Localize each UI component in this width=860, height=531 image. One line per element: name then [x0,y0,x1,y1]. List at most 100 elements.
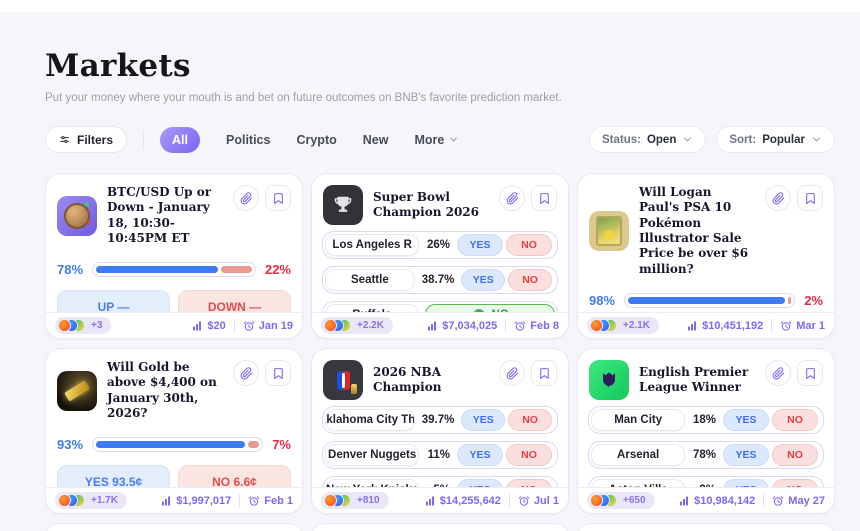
bookmark-button[interactable] [265,360,291,386]
no-button[interactable]: NO [506,234,552,256]
tab-all[interactable]: All [160,126,200,153]
traders-chip: +2.2K [321,317,393,334]
page-title: Markets [45,48,191,84]
trader-avatar [58,319,71,332]
market-card-pokemon[interactable]: Will Logan Paul's PSA 10 Pokémon Illustr… [577,173,835,339]
premier-league-lion-icon [589,360,629,400]
volume-stat: $10,451,192 [686,320,763,332]
filters-button[interactable]: Filters [45,126,128,153]
page-subtitle: Put your money where your mouth is and b… [45,92,562,104]
volume-stat: $20 [191,320,226,332]
traders-chip: +1.7K [55,492,127,509]
top-strip [0,0,860,12]
bookmark-icon [272,367,285,380]
yes-percent: 98% [589,293,616,309]
trader-avatar [324,319,337,332]
traders-chip: +810 [321,492,389,509]
outcome-row: Seattle 38.7% YES NO [322,266,558,294]
yes-button[interactable]: YES [461,269,506,291]
market-card-gold[interactable]: Will Gold be above $4,400 on January 30t… [45,348,303,514]
no-button[interactable]: NO [506,444,552,466]
market-card-super-bowl[interactable]: Super Bowl Champion 2026 Los Angeles R 2… [311,173,569,339]
traders-count: +3 [91,320,103,331]
bookmark-button[interactable] [265,185,291,211]
copy-link-button[interactable] [499,185,525,211]
volume-chart-icon [686,320,698,332]
no-button[interactable]: NO [772,444,818,466]
end-date: Mar 1 [780,320,825,332]
volume-stat: $10,984,142 [678,495,755,507]
market-title: Will Logan Paul's PSA 10 Pokémon Illustr… [639,185,749,276]
traders-chip: +2.1K [587,317,659,334]
chevron-down-icon [682,134,693,145]
bookmark-icon [538,192,551,205]
outcome-name: Denver Nuggets [325,444,420,466]
yes-button[interactable]: YES [457,444,503,466]
yes-button[interactable]: YES [457,234,503,256]
card-footer: +1.7K $1,997,017 Feb 1 [46,487,302,513]
link-icon [772,367,785,380]
volume-stat: $7,034,025 [426,320,497,332]
market-card-partial [45,523,303,531]
market-card-epl[interactable]: English Premier League Winner Man City 1… [577,348,835,514]
no-percent: 2% [804,293,823,309]
yes-button[interactable]: YES [723,409,769,431]
volume-chart-icon [424,495,436,507]
bookmark-button[interactable] [797,360,823,386]
alarm-clock-icon [518,495,530,507]
outcome-name: Arsenal [591,444,686,466]
tab-new[interactable]: New [362,132,389,147]
volume-stat: $14,255,642 [424,495,501,507]
bookmark-icon [804,367,817,380]
bookmark-button[interactable] [797,185,823,211]
card-footer: +2.1K $10,451,192 Mar 1 [578,312,834,338]
copy-link-button[interactable] [233,360,259,386]
yes-button[interactable]: YES [461,409,506,431]
trader-avatar [590,494,603,507]
alarm-clock-icon [772,495,784,507]
outcome-name: Oklahoma City Thu [325,409,415,431]
sort-select[interactable]: Sort: Popular [716,126,835,153]
traders-chip: +650 [587,492,655,509]
no-button[interactable]: NO [772,409,818,431]
yes-button[interactable]: YES [723,444,769,466]
copy-link-button[interactable] [765,360,791,386]
end-date: Jan 19 [243,320,293,332]
volume-chart-icon [678,495,690,507]
status-select[interactable]: Status: Open [588,126,707,153]
traders-count: +650 [623,495,646,506]
outcome-name: Seattle [325,269,415,291]
category-tabs: All Politics Crypto New More [160,126,459,153]
next-row-partial [45,523,835,531]
traders-count: +2.2K [357,320,384,331]
alarm-clock-icon [243,320,255,332]
copy-link-button[interactable] [499,360,525,386]
pokemon-card-icon [589,211,629,252]
trader-avatar [324,494,337,507]
market-card-btc[interactable]: ▲ ▼ BTC/USD Up or Down - January 18, 10:3… [45,173,303,339]
outcome-percent: 26% [426,239,450,251]
no-button[interactable]: NO [508,409,552,431]
outcome-row: Man City 18% YES NO [588,406,824,434]
market-title: BTC/USD Up or Down - January 18, 10:30-1… [107,185,212,246]
filters-label: Filters [77,132,114,147]
copy-link-button[interactable] [233,185,259,211]
alarm-clock-icon [780,320,792,332]
traders-count: +2.1K [623,320,650,331]
bookmark-button[interactable] [531,185,557,211]
tab-politics[interactable]: Politics [226,132,271,147]
chevron-down-icon [811,134,822,145]
copy-link-button[interactable] [765,185,791,211]
markets-grid: ▲ ▼ BTC/USD Up or Down - January 18, 10:3… [45,173,835,514]
end-date: Feb 8 [514,320,559,332]
end-date: Feb 1 [248,495,293,507]
tab-crypto[interactable]: Crypto [296,132,337,147]
tab-more[interactable]: More [414,133,459,147]
bookmark-button[interactable] [531,360,557,386]
outcome-row: Arsenal 78% YES NO [588,441,824,469]
market-card-nba[interactable]: 2026 NBA Champion Oklahoma City Thu 39.7… [311,348,569,514]
link-icon [506,367,519,380]
link-icon [506,192,519,205]
no-button[interactable]: NO [508,269,552,291]
outcome-row: Los Angeles R 26% YES NO [322,231,558,259]
